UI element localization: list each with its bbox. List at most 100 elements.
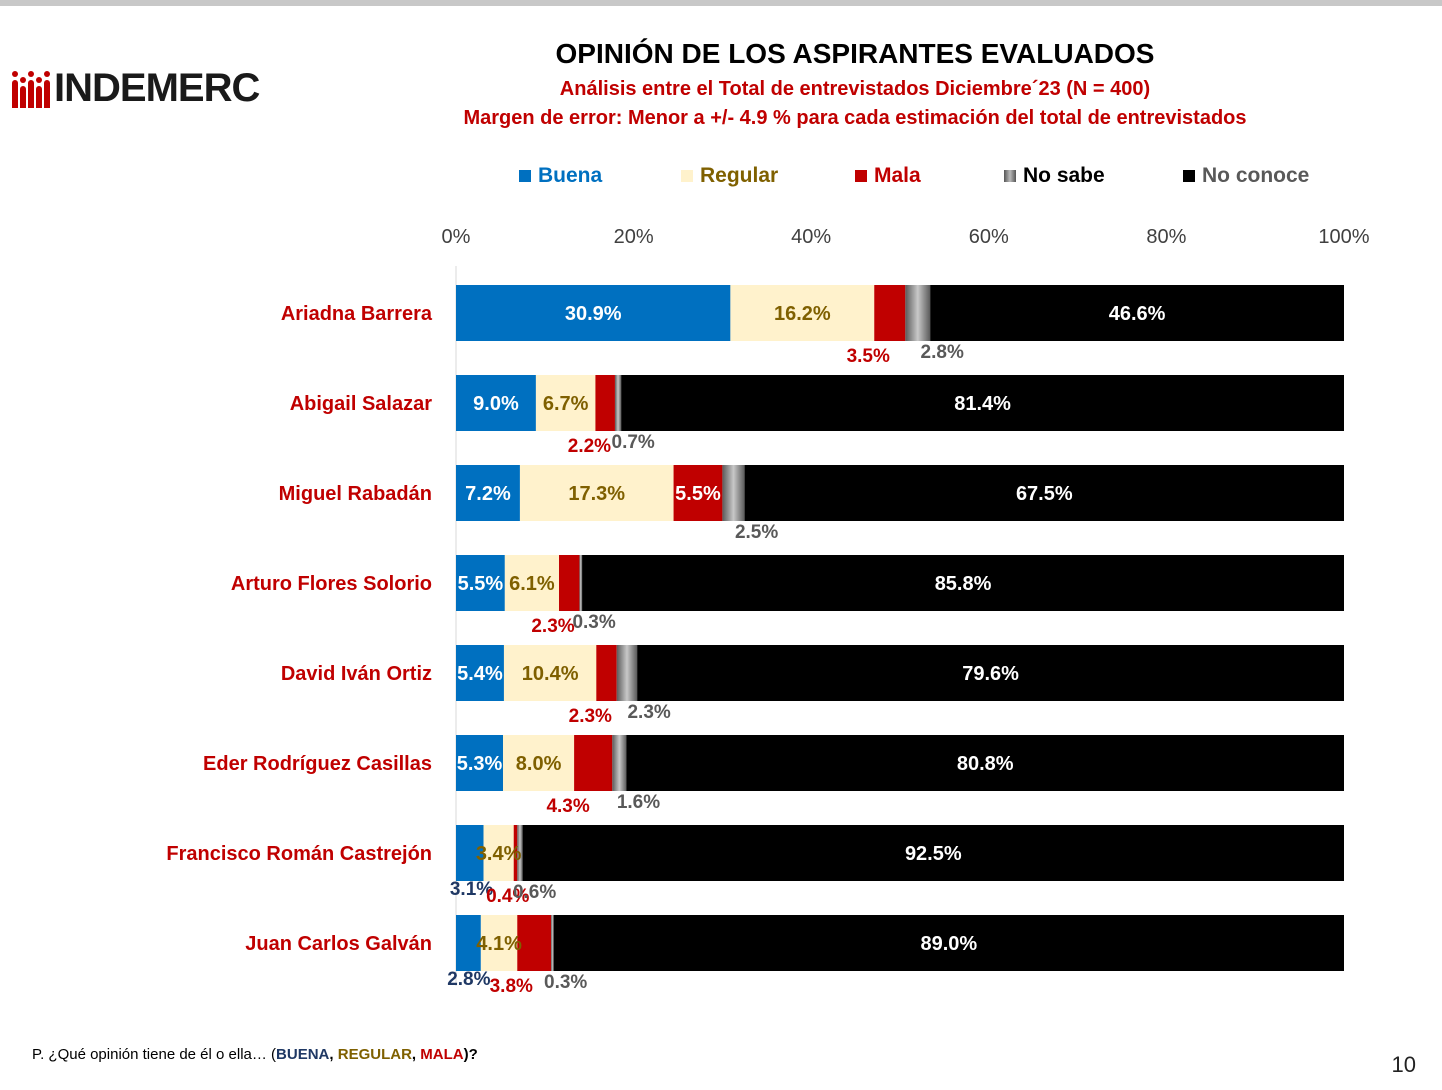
chart-title: OPINIÓN DE LOS ASPIRANTES EVALUADOS: [555, 38, 1155, 69]
data-label-no-conoce: 79.6%: [962, 663, 1019, 685]
bar-segment-buena: [456, 915, 481, 971]
bar-segment-mala: [595, 375, 615, 431]
data-label-buena: 2.8%: [447, 969, 490, 990]
legend-item-no-conoce: No conoce: [1183, 164, 1309, 188]
legend-item-buena: Buena: [519, 164, 602, 188]
stacked-bar-chart: 0% 20% 40% 60% 80% 100% Ariadna Barrera Abigai…: [166, 226, 1369, 997]
question-text: P. ¿Qué opinión tiene de él o ella… (: [32, 1046, 277, 1063]
bar-segment-no-sabe: [614, 375, 622, 431]
data-label-no-sabe: 0.3%: [572, 612, 615, 633]
question-footnote: P. ¿Qué opinión tiene de él o ella… (BUE…: [32, 1046, 478, 1063]
top-border: [0, 0, 1442, 6]
legend-swatch-no-sabe: [1004, 170, 1016, 182]
legend-item-regular: Regular: [681, 164, 778, 188]
bar-segment-no-conoce: [553, 915, 1344, 971]
bar-segment-no-conoce: [582, 555, 1344, 611]
page-number: 10: [1391, 1052, 1416, 1077]
data-label-no-sabe: 0.3%: [544, 972, 587, 993]
legend-label-mala: Mala: [874, 164, 921, 187]
data-label-buena: 5.3%: [457, 753, 503, 775]
data-label-no-sabe: 2.3%: [627, 702, 670, 723]
data-label-buena: 30.9%: [565, 303, 622, 325]
category-label: Miguel Rabadán: [279, 483, 432, 505]
category-label: Eder Rodríguez Casillas: [203, 753, 432, 775]
chart-legend: Buena Regular Mala No sabe No conoce: [0, 164, 1442, 190]
bar-segment-no-sabe: [612, 735, 627, 791]
bar-segment-regular: [730, 285, 875, 341]
bar-segment-mala: [513, 825, 518, 881]
bar-segment-no-sabe: [722, 465, 745, 521]
bar-segment-no-sabe: [905, 285, 931, 341]
bar-segment-no-conoce: [522, 825, 1344, 881]
category-label: Ariadna Barrera: [281, 303, 433, 325]
bar-segment-no-sabe: [517, 825, 523, 881]
data-label-mala: 2.3%: [569, 706, 612, 727]
data-label-no-conoce: 67.5%: [1016, 483, 1073, 505]
data-label-buena: 5.4%: [457, 663, 503, 685]
bar-segment-regular: [504, 555, 560, 611]
bar-segment-no-conoce: [930, 285, 1344, 341]
option-separator: ,: [411, 1046, 421, 1063]
bar-segment-no-sabe: [579, 555, 583, 611]
category-label: Abigail Salazar: [290, 393, 432, 415]
bar-segment-regular: [535, 375, 596, 431]
legend-swatch-buena: [519, 170, 531, 182]
bar-segment-no-sabe: [616, 645, 638, 701]
bar-segment-mala: [517, 915, 552, 971]
legend-swatch-mala: [855, 170, 867, 182]
data-label-regular: 6.1%: [509, 573, 555, 595]
data-label-buena: 3.1%: [450, 879, 493, 900]
option-separator: ,: [329, 1046, 338, 1063]
option-mala: MALA: [420, 1046, 464, 1063]
bar-segment-buena: [456, 285, 731, 341]
data-label-no-conoce: 46.6%: [1109, 303, 1166, 325]
legend-label-buena: Buena: [538, 164, 603, 187]
legend-swatch-regular: [681, 170, 693, 182]
bar-segment-regular: [503, 645, 597, 701]
data-label-regular: 3.4%: [476, 843, 522, 865]
bar-segments: [456, 285, 1344, 971]
category-label: Francisco Román Castrejón: [166, 843, 432, 865]
logo-text: INDEMERC: [54, 66, 260, 110]
question-end: )?: [463, 1046, 478, 1063]
bar-segment-no-conoce: [626, 735, 1344, 791]
data-label-no-sabe: 2.5%: [735, 522, 778, 543]
bar-segment-buena: [456, 555, 505, 611]
data-label-mala: 2.2%: [568, 436, 611, 457]
data-label-no-conoce: 89.0%: [920, 933, 977, 955]
x-tick-label: 60%: [969, 226, 1009, 248]
data-label-buena: 9.0%: [473, 393, 519, 415]
bar-segment-buena: [456, 375, 536, 431]
bar-segment-buena: [456, 825, 484, 881]
bar-segment-buena: [456, 645, 504, 701]
legend-label-no-sabe: No sabe: [1023, 164, 1105, 187]
bar-segment-mala: [596, 645, 617, 701]
data-label-no-sabe: 1.6%: [617, 792, 660, 813]
data-label-regular: 16.2%: [774, 303, 831, 325]
bar-segment-mala: [874, 285, 906, 341]
bar-segment-regular: [480, 915, 518, 971]
data-label-mala: 2.3%: [531, 616, 574, 637]
bar-segment-regular: [483, 825, 514, 881]
margin-of-error-note: Margen de error: Menor a +/- 4.9 % para …: [463, 107, 1247, 129]
logo-people-icon: [12, 71, 50, 108]
category-label: Arturo Flores Solorio: [231, 573, 432, 595]
chart-subtitle: Análisis entre el Total de entrevistados…: [559, 78, 1151, 100]
bar-segment-regular: [503, 735, 575, 791]
data-label-regular: 8.0%: [516, 753, 562, 775]
x-tick-label: 0%: [442, 226, 471, 248]
x-tick-label: 20%: [614, 226, 654, 248]
bar-segment-mala: [574, 735, 613, 791]
brand-logo: INDEMERC: [12, 58, 260, 110]
bar-segment-mala: [559, 555, 580, 611]
bar-segment-no-conoce: [744, 465, 1344, 521]
data-label-no-conoce: 81.4%: [954, 393, 1011, 415]
data-label-mala: 3.5%: [847, 346, 890, 367]
legend-label-no-conoce: No conoce: [1202, 164, 1310, 187]
bar-segment-no-conoce: [621, 375, 1344, 431]
bar-segment-no-conoce: [637, 645, 1344, 701]
data-label-buena: 5.5%: [458, 573, 504, 595]
bar-segment-regular: [519, 465, 674, 521]
data-label-regular: 17.3%: [568, 483, 625, 505]
data-label-no-conoce: 85.8%: [935, 573, 992, 595]
